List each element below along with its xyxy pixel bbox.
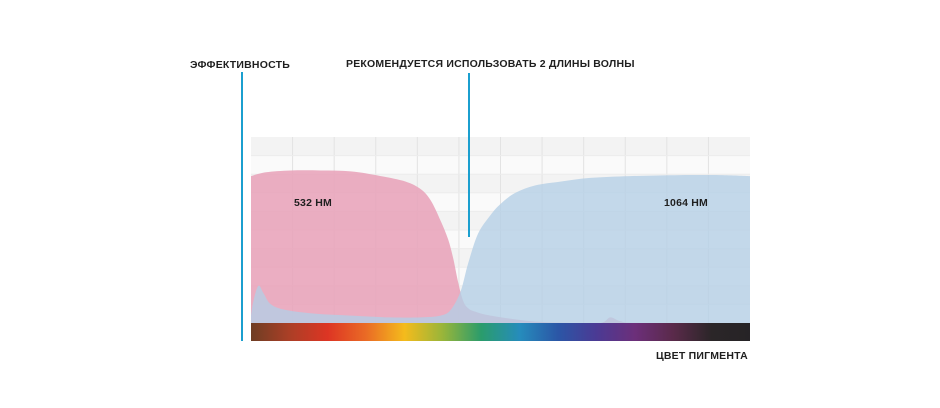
series-label-1064: 1064 НМ xyxy=(664,197,708,209)
series-areas xyxy=(251,170,750,324)
series-area-532nm xyxy=(251,170,750,324)
series-label-532: 532 НМ xyxy=(294,197,332,209)
x-axis-label: ЦВЕТ ПИГМЕНТА xyxy=(656,350,748,362)
annotation-label: РЕКОМЕНДУЕТСЯ ИСПОЛЬЗОВАТЬ 2 ДЛИНЫ ВОЛНЫ xyxy=(346,58,635,70)
series-area-1064nm xyxy=(251,175,750,323)
y-axis-label: ЭФФЕКТИВНОСТЬ xyxy=(190,59,290,71)
pigment-color-spectrum-bar xyxy=(251,323,750,341)
